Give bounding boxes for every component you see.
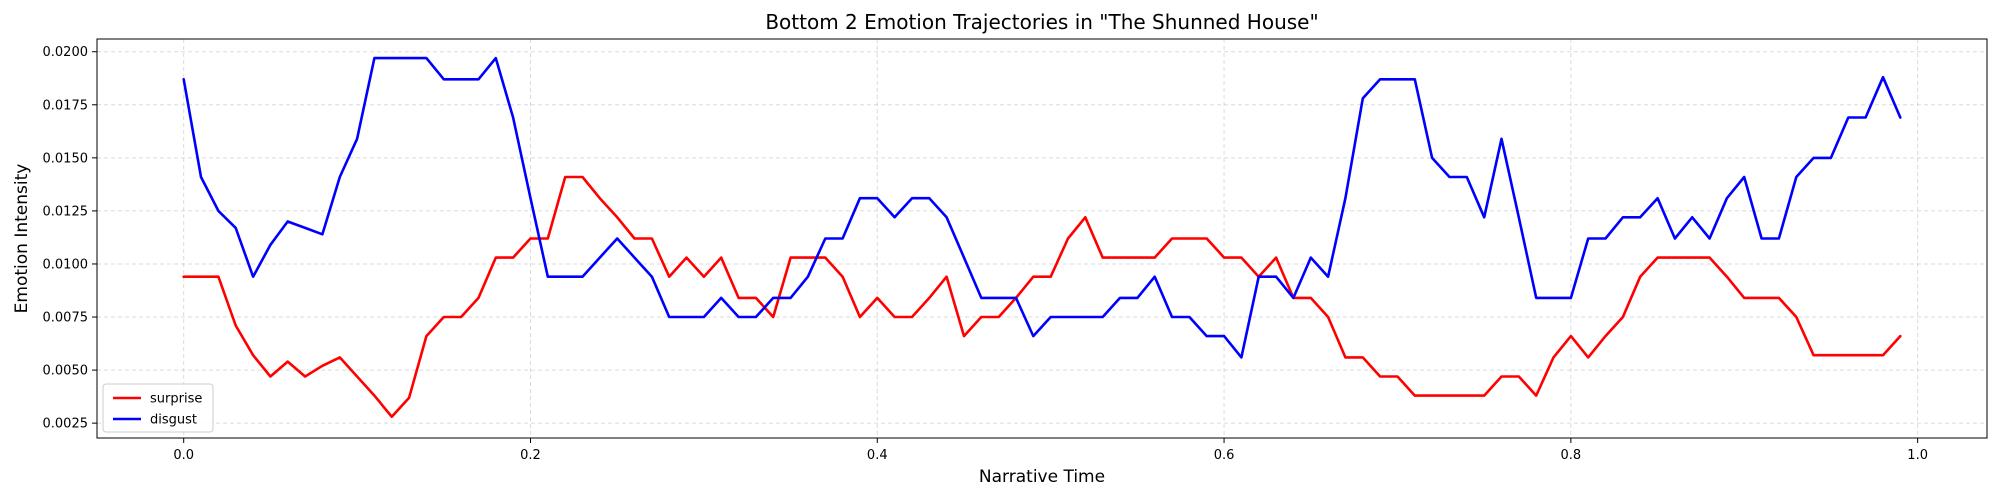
series-layer: [182, 56, 1902, 419]
legend-label-disgust: disgust: [150, 413, 197, 428]
chart-title: Bottom 2 Emotion Trajectories in "The Sh…: [765, 10, 1318, 34]
y-tick-label: 0.0175: [43, 98, 89, 113]
x-axis-label: Narrative Time: [979, 467, 1105, 487]
grid: [97, 39, 1987, 438]
x-tick-label: 0.4: [867, 448, 888, 463]
y-axis: 0.0025 0.0050 0.0075 0.0100 0.0125 0.0150 0.01…: [43, 45, 97, 432]
x-tick-label: 0.8: [1561, 448, 1582, 463]
y-tick-label: 0.0075: [43, 311, 89, 326]
y-tick-label: 0.0100: [43, 257, 89, 272]
series-line-disgust: [182, 56, 1902, 359]
x-tick-label: 0.6: [1214, 448, 1235, 463]
y-tick-label: 0.0150: [43, 151, 89, 166]
y-tick-label: 0.0025: [43, 417, 89, 432]
y-tick-label: 0.0050: [43, 364, 89, 379]
x-axis: 0.0 0.2 0.4 0.6 0.8 1.0: [173, 438, 1928, 463]
x-tick-label: 0.0: [173, 448, 194, 463]
y-tick-label: 0.0125: [43, 204, 89, 219]
plot-frame: [96, 38, 1988, 439]
y-axis-label: Emotion Intensity: [12, 164, 32, 314]
legend-label-surprise: surprise: [150, 392, 202, 407]
legend: surprise disgust: [102, 383, 214, 433]
x-tick-label: 0.2: [520, 448, 541, 463]
x-tick-label: 1.0: [1907, 448, 1928, 463]
series-line-surprise: [182, 175, 1902, 419]
y-tick-label: 0.0200: [43, 45, 89, 60]
